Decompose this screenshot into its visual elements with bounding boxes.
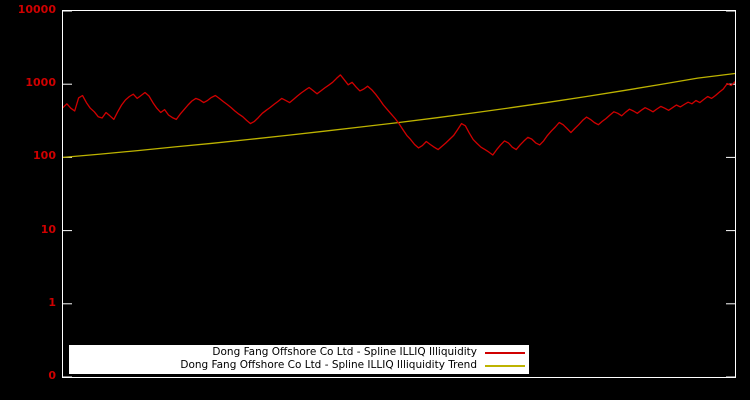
y-tick-label: 0 [48, 369, 56, 382]
legend-label-trend: Dong Fang Offshore Co Ltd - Spline ILLIQ… [180, 359, 477, 371]
legend-line-sample-illiquidity [485, 351, 525, 354]
y-axis-labels: 10000 1000 100 10 1 0 [0, 0, 56, 400]
legend-row-illiquidity: Dong Fang Offshore Co Ltd - Spline ILLIQ… [73, 346, 525, 359]
legend: Dong Fang Offshore Co Ltd - Spline ILLIQ… [69, 345, 529, 374]
y-tick-label: 1000 [25, 76, 56, 90]
y-tick-label: 10 [40, 222, 56, 236]
y-tick-label: 1 [48, 295, 56, 309]
plot-area: Dong Fang Offshore Co Ltd - Spline ILLIQ… [62, 10, 736, 378]
y-tick-label: 10000 [17, 3, 56, 16]
legend-label-illiquidity: Dong Fang Offshore Co Ltd - Spline ILLIQ… [212, 346, 477, 358]
legend-row-trend: Dong Fang Offshore Co Ltd - Spline ILLIQ… [73, 359, 525, 372]
legend-line-sample-trend [485, 364, 525, 367]
y-tick-label: 100 [33, 149, 56, 163]
chart-canvas [63, 11, 735, 377]
